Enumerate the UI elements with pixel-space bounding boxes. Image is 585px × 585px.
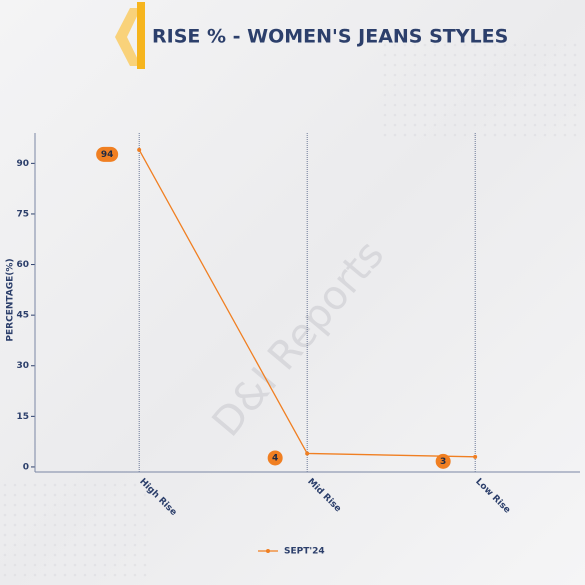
y-tick-label: 45 [16,311,29,321]
data-point [473,454,478,459]
y-tick-label: 60 [16,260,29,270]
legend-marker [266,549,270,553]
data-label-bg [267,450,283,466]
title-icon [137,2,145,69]
y-tick-label: 90 [16,159,29,169]
data-label: 4 [272,453,278,463]
data-label-bg [435,453,451,469]
legend-label: SEPT'24 [284,547,325,557]
y-tick-label: 30 [16,361,29,371]
data-point [137,147,142,152]
decor [0,480,150,580]
data-label-bg [96,146,119,162]
y-tick-label: 15 [16,412,29,422]
title-icon [115,8,141,66]
data-label: 3 [440,457,446,467]
decor [380,40,580,140]
y-tick-label: 75 [16,209,29,219]
data-label: 94 [101,150,114,160]
y-tick-label: 0 [23,462,29,472]
chart-title: RISE % - WOMEN'S JEANS STYLES [152,26,508,48]
y-axis-label: PERCENTAGE(%) [6,258,16,341]
data-point [305,451,310,456]
